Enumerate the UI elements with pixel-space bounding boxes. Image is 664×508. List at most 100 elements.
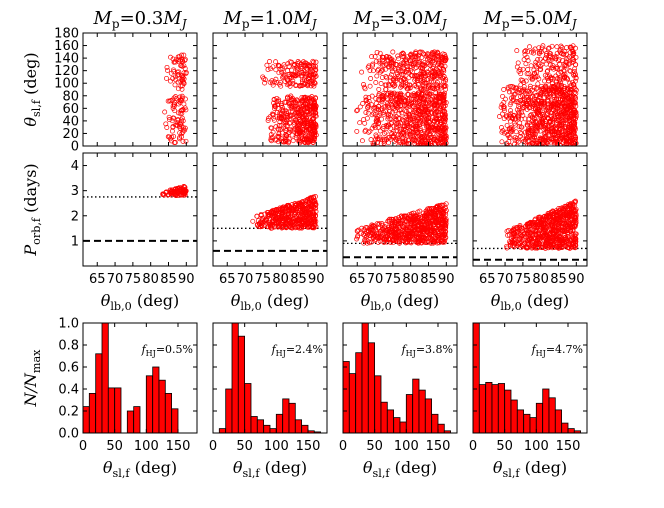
scatter-point bbox=[508, 114, 514, 119]
scatter-point bbox=[269, 223, 275, 229]
scatter-point bbox=[405, 227, 411, 233]
scatter-point bbox=[371, 104, 377, 110]
scatter-point bbox=[538, 113, 544, 119]
scatter-point bbox=[506, 89, 512, 95]
scatter-point bbox=[303, 101, 309, 107]
scatter-point bbox=[560, 52, 566, 58]
scatter-point bbox=[530, 133, 536, 139]
scatter-point bbox=[514, 89, 520, 95]
scatter-point bbox=[274, 110, 280, 115]
scatter-point bbox=[279, 211, 285, 217]
scatter-point bbox=[411, 109, 417, 115]
scatter-point bbox=[390, 49, 396, 55]
scatter-point bbox=[272, 224, 278, 230]
scatter-point bbox=[272, 137, 278, 143]
scatter-point bbox=[298, 106, 304, 112]
scatter-point bbox=[542, 228, 548, 234]
scatter-point bbox=[292, 104, 298, 110]
scatter-point bbox=[557, 61, 562, 67]
scatter-point bbox=[423, 238, 429, 244]
scatter-point bbox=[280, 75, 286, 81]
scatter-point bbox=[387, 229, 393, 235]
scatter-point bbox=[391, 128, 397, 134]
scatter-point bbox=[290, 104, 295, 110]
scatter-point bbox=[399, 227, 405, 233]
scatter-point bbox=[428, 91, 434, 97]
scatter-point bbox=[383, 237, 389, 243]
scatter-point bbox=[567, 68, 573, 74]
scatter-point bbox=[416, 90, 422, 96]
scatter-point bbox=[517, 224, 523, 230]
scatter-point bbox=[573, 100, 579, 106]
scatter-point bbox=[284, 77, 290, 83]
scatter-point bbox=[167, 117, 172, 123]
scatter-point bbox=[543, 107, 549, 113]
x-tick-label: 75 bbox=[255, 272, 272, 287]
scatter-point bbox=[367, 233, 373, 238]
scatter-point bbox=[270, 135, 275, 140]
y-tick-label: 3 bbox=[71, 184, 79, 199]
scatter-point bbox=[513, 99, 519, 105]
scatter-point bbox=[264, 62, 270, 68]
column-title: Mp=3.0MJ bbox=[352, 8, 447, 31]
scatter-point bbox=[181, 101, 187, 107]
scatter-point bbox=[378, 228, 384, 234]
scatter-point bbox=[276, 63, 282, 68]
scatter-point bbox=[499, 129, 505, 135]
scatter-point bbox=[304, 117, 309, 123]
scatter-point bbox=[558, 137, 564, 143]
scatter-point bbox=[302, 133, 308, 139]
scatter-point bbox=[396, 111, 402, 117]
scatter-point bbox=[546, 57, 551, 63]
scatter-point bbox=[422, 62, 428, 68]
scatter-point bbox=[536, 106, 542, 112]
scatter-point bbox=[431, 52, 437, 58]
scatter-point bbox=[431, 214, 437, 220]
scatter-point bbox=[570, 82, 576, 88]
scatter-point bbox=[381, 54, 387, 60]
scatter-point bbox=[402, 222, 408, 228]
scatter-point bbox=[404, 61, 409, 66]
scatter-point bbox=[294, 113, 300, 119]
scatter-point bbox=[401, 122, 407, 128]
scatter-point bbox=[393, 231, 399, 237]
scatter-point bbox=[516, 124, 522, 130]
scatter-point bbox=[407, 82, 412, 88]
scatter-point bbox=[359, 69, 365, 75]
scatter-point bbox=[414, 73, 420, 78]
scatter-point bbox=[425, 51, 431, 57]
scatter-point bbox=[357, 104, 363, 110]
scatter-point bbox=[273, 59, 279, 65]
scatter-point bbox=[536, 51, 542, 57]
scatter-point bbox=[390, 217, 396, 223]
scatter-point bbox=[310, 63, 316, 69]
axes-frame bbox=[342, 32, 458, 147]
scatter-point bbox=[423, 101, 429, 107]
scatter-point bbox=[354, 128, 360, 134]
scatter-point bbox=[412, 128, 418, 133]
scatter-point bbox=[533, 64, 539, 70]
y-tick-label: 4 bbox=[71, 159, 79, 174]
scatter-point bbox=[398, 102, 404, 108]
scatter-point bbox=[564, 121, 570, 127]
scatter-point bbox=[313, 124, 319, 130]
scatter-point bbox=[172, 82, 178, 88]
scatter-point bbox=[390, 77, 396, 83]
scatter-point bbox=[425, 230, 430, 235]
scatter-point bbox=[509, 84, 515, 89]
scatter-point bbox=[407, 108, 412, 114]
scatter-point bbox=[547, 62, 553, 68]
scatter-point bbox=[505, 86, 511, 92]
scatter-point bbox=[436, 214, 442, 220]
scatter-point bbox=[287, 113, 293, 119]
scatter-point bbox=[545, 75, 550, 81]
x-tick-label: 90 bbox=[438, 272, 455, 287]
scatter-point bbox=[572, 236, 578, 242]
scatter-point bbox=[422, 134, 428, 140]
scatter-point bbox=[175, 110, 181, 116]
scatter-point bbox=[169, 190, 175, 196]
scatter-point bbox=[377, 238, 383, 244]
scatter-point bbox=[304, 115, 310, 121]
scatter-point bbox=[429, 240, 435, 246]
scatter-point bbox=[573, 62, 579, 68]
